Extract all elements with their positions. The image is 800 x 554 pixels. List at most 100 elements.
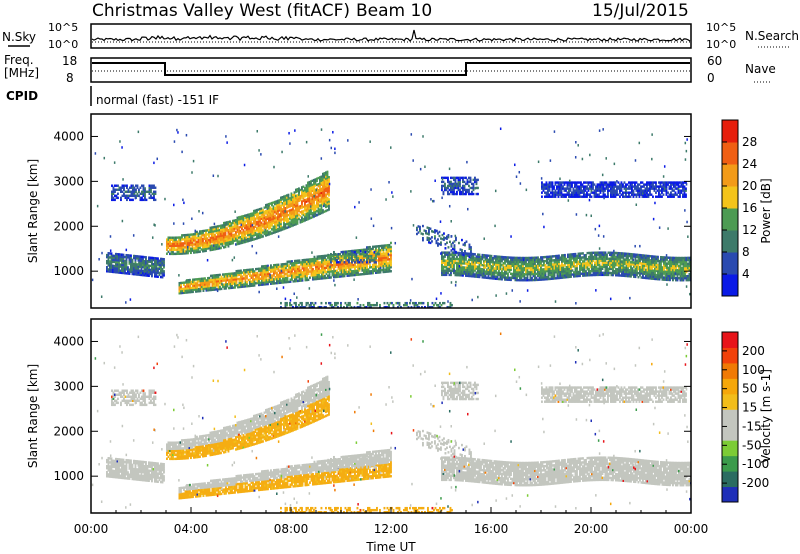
power-cell [592,259,595,263]
power-cell [116,255,119,258]
power-cell [642,264,644,267]
power-cell [200,240,203,243]
power-cell [184,281,187,284]
power-cell [373,255,376,258]
power-cell [597,253,599,256]
power-cell [540,272,542,275]
power-cell [672,272,674,276]
power-cell [331,263,334,267]
power-cell [260,231,263,235]
power-cell [254,223,257,226]
power-cell [310,194,312,197]
power-cell [606,273,608,277]
power-cell [468,270,470,274]
power-cell [369,249,371,253]
power-cell [229,226,231,229]
power-cell [672,268,674,272]
power-cell [541,270,544,273]
power-cell [597,259,599,262]
power-cell [382,262,385,266]
power-cell [288,274,290,278]
power-cell [232,221,234,225]
power-cell [648,264,650,268]
power-cell [119,253,122,256]
power-cell [233,239,236,243]
power-cell [630,265,632,268]
power-cell [191,243,194,246]
power-cell [208,282,211,286]
power-cell [633,269,635,272]
power-cell [213,278,215,281]
power-cell [220,224,222,227]
power-cell [274,265,277,269]
power-cell [454,257,457,261]
power-cell [517,260,520,264]
power-cell [447,271,449,275]
power-cell [229,272,232,276]
power-cell [245,240,248,243]
power-cell [282,279,284,282]
power-cell [131,272,134,276]
power-cell [301,259,304,262]
power-cell [643,276,646,280]
power-cell [286,270,289,274]
power-cell [305,188,308,191]
power-cell [564,259,566,263]
power-cell [206,233,209,236]
power-cell [253,226,255,229]
power-cell [511,258,514,261]
power-cell [277,215,279,219]
power-cell [316,179,318,182]
power-cell [186,285,188,288]
power-cell [318,275,320,278]
power-cell [535,260,538,263]
power-cell [323,188,326,191]
power-cell [523,279,526,282]
power-cell [280,220,282,224]
power-cell [121,190,124,193]
power-cell [289,199,291,202]
power-cell [496,275,499,279]
power-cell [268,233,270,236]
power-cell [346,274,349,277]
power-cell [384,252,386,255]
power-cell [604,263,607,266]
power-cell [235,231,237,234]
power-cell [317,211,320,214]
power-cell [197,246,200,250]
power-cell [302,191,305,195]
power-cell [631,259,634,262]
power-cell [535,264,538,267]
power-cell [238,271,241,275]
power-cell [142,271,144,275]
power-cell [289,268,292,271]
power-cell [328,175,330,179]
power-cell [257,232,260,236]
power-cell [556,262,559,266]
power-cell [148,268,150,271]
power-cell [248,227,251,230]
power-cell [256,237,258,240]
power-cell [245,230,248,233]
power-cell [242,231,245,234]
power-cell [249,278,251,282]
power-cell [176,236,179,239]
power-cell [192,280,194,283]
power-cell [187,241,189,245]
power-cell [586,261,589,265]
power-cell [151,196,154,200]
power-cell [579,256,581,259]
power-cell [312,274,314,277]
power-cell [184,285,187,288]
power-cell [568,271,571,275]
power-cell [211,286,214,290]
power-cell [304,186,306,190]
power-cell [640,276,643,279]
power-cell [175,252,177,256]
power-cell [154,275,156,278]
power-cell [316,201,318,205]
cpid-text: normal (fast) -151 IF [96,93,219,107]
power-cell [366,250,368,253]
power-cell [622,272,625,275]
power-cell [585,262,587,265]
